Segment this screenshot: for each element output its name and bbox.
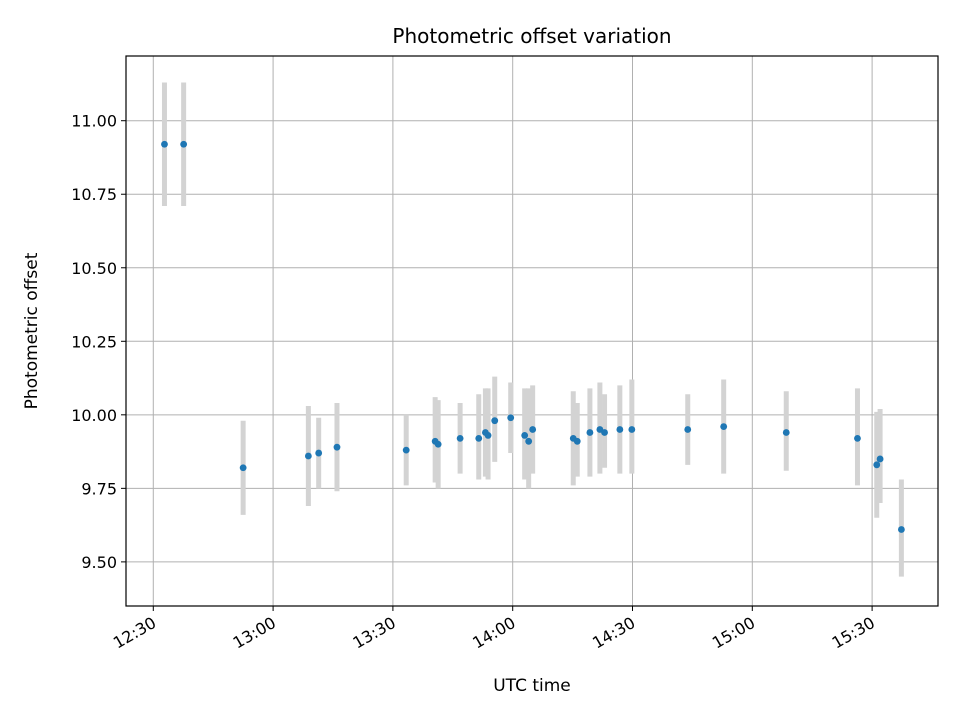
data-point	[491, 417, 499, 425]
y-tick-label: 9.75	[81, 479, 117, 498]
data-point	[484, 432, 492, 439]
data-point	[525, 437, 533, 445]
y-tick-label: 11.00	[71, 112, 117, 131]
data-point	[161, 140, 168, 148]
grid	[126, 56, 938, 606]
data-point	[873, 461, 881, 469]
y-tick-label: 10.50	[71, 259, 117, 278]
data-point	[854, 434, 861, 442]
data-point	[434, 440, 442, 448]
data-point	[315, 449, 323, 457]
data-point	[239, 464, 247, 472]
plot-frame	[125, 55, 939, 607]
y-tick-label: 9.50	[81, 553, 117, 572]
data-point	[333, 443, 341, 451]
data-point	[897, 526, 905, 533]
chart-title: Photometric offset variation	[392, 24, 671, 48]
data-point	[402, 446, 410, 454]
data-point	[876, 455, 884, 463]
data-point	[180, 140, 188, 148]
data-point	[782, 429, 790, 436]
data-point	[456, 434, 464, 442]
y-axis-label: Photometric offset	[22, 252, 42, 409]
data-point	[601, 429, 608, 436]
y-tick-label: 10.75	[71, 185, 117, 204]
data-point	[720, 423, 728, 430]
data-point	[684, 426, 692, 433]
data-point	[304, 452, 312, 460]
x-axis-label: UTC time	[493, 676, 571, 696]
markers	[161, 140, 905, 533]
data-point	[573, 437, 581, 445]
y-axis-ticks: 9.50 9.75 10.00 10.25 10.50 10.75 11.00	[71, 112, 126, 572]
data-point	[521, 432, 529, 439]
y-tick-label: 10.00	[71, 406, 117, 425]
data-point	[475, 434, 483, 442]
data-point	[616, 426, 624, 433]
data-point	[507, 414, 515, 422]
data-point	[628, 426, 636, 433]
data-point	[529, 426, 537, 433]
data-point	[586, 429, 594, 436]
y-tick-label: 10.25	[71, 332, 117, 351]
